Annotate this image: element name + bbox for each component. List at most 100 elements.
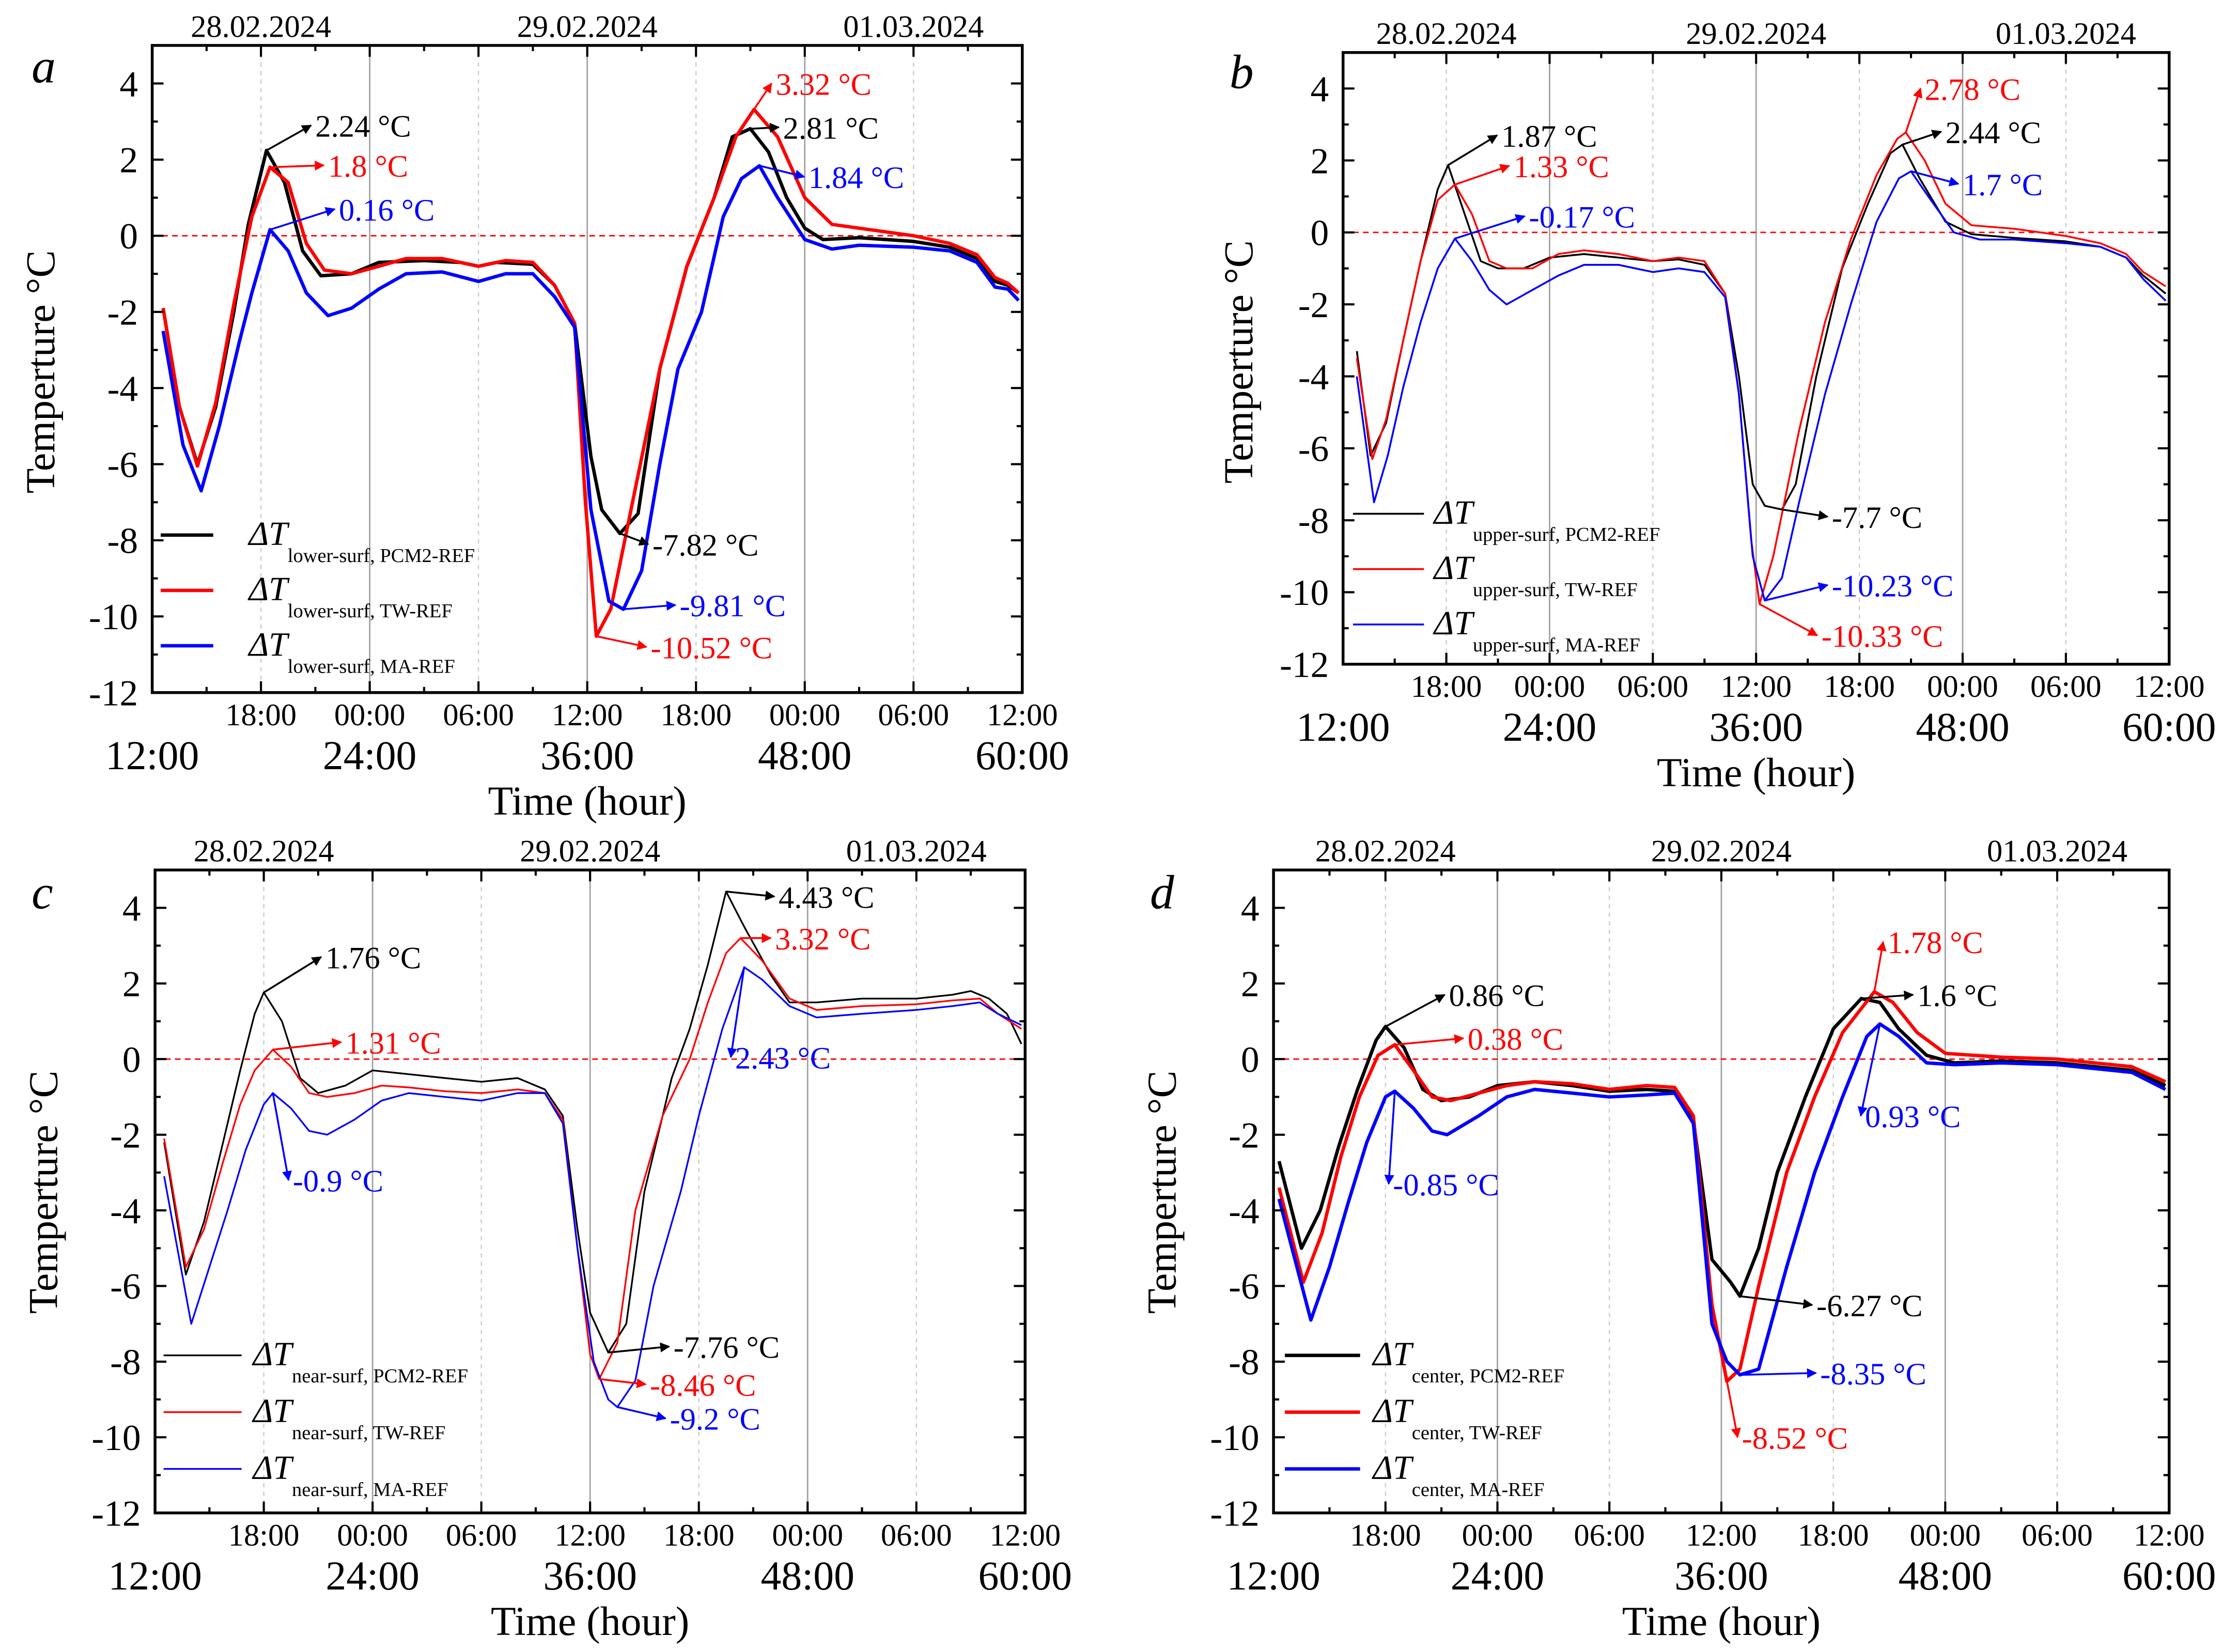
x-hour-tick-label: 48:00 bbox=[1916, 705, 2009, 750]
y-tick-label: -8 bbox=[1229, 1342, 1260, 1383]
x-hour-tick-label: 60:00 bbox=[2122, 1553, 2216, 1599]
panel-c: c 4 2 0 -2 -4 -6 -8 -10 -12 18:00 00:00 06:00 12:00 18… bbox=[21, 834, 1072, 1644]
annotation-arrow bbox=[750, 122, 780, 133]
x-hour-tick-label: 48:00 bbox=[761, 1553, 854, 1599]
x-hour-tick-label: 48:00 bbox=[1899, 1553, 1992, 1599]
x-clock-tick-label: 00:00 bbox=[769, 698, 841, 733]
y-tick-label: -12 bbox=[1280, 645, 1329, 685]
annotation-label: 0.16 °C bbox=[339, 193, 434, 228]
annotation-label: 2.24 °C bbox=[315, 110, 411, 144]
x-clock-tick-label: 18:00 bbox=[1411, 669, 1482, 704]
annotation-label: 2.43 °C bbox=[735, 1041, 831, 1076]
annotation-label: -9.2 °C bbox=[670, 1402, 760, 1437]
legend-symbol: ΔT bbox=[252, 1392, 294, 1430]
annotation-arrow bbox=[753, 83, 772, 110]
annotation-label: -10.23 °C bbox=[1832, 569, 1954, 604]
x-clock-tick-label: 12:00 bbox=[987, 698, 1058, 733]
y-tick-label: 4 bbox=[122, 888, 141, 929]
panel-b: b 4 2 0 -2 -4 -6 -8 -10 -12 18:00 00:00 06:00 12:00 18… bbox=[1216, 17, 2216, 796]
legend-entry: ΔTcenter, TW-REF bbox=[1371, 1392, 1542, 1444]
legend-entry: ΔTlower-surf, PCM2-REF bbox=[247, 515, 475, 567]
annotation-arrow bbox=[1910, 170, 1960, 186]
x-clock-tick-label: 06:00 bbox=[1574, 1518, 1645, 1553]
annotation-arrow bbox=[727, 967, 745, 1058]
annotation-arrow bbox=[623, 601, 677, 611]
annotation-arrow bbox=[759, 165, 805, 180]
annotation-label: -6.27 °C bbox=[1816, 1289, 1922, 1323]
legend-symbol: ΔT bbox=[252, 1335, 294, 1373]
legend-entry: ΔTupper-surf, MA-REF bbox=[1433, 604, 1640, 656]
x-hour-tick-label: 24:00 bbox=[1451, 1553, 1544, 1599]
legend-subscript: upper-surf, TW-REF bbox=[1473, 579, 1638, 601]
x-clock-tick-label: 00:00 bbox=[772, 1518, 843, 1553]
annotation-label: 1.87 °C bbox=[1501, 119, 1597, 154]
legend-subscript: center, PCM2-REF bbox=[1412, 1365, 1564, 1387]
x-hour-tick-label: 24:00 bbox=[323, 733, 416, 778]
x-clock-tick-label: 12:00 bbox=[554, 1518, 626, 1553]
date-label: 01.03.2024 bbox=[843, 9, 984, 44]
legend-subscript: upper-surf, MA-REF bbox=[1473, 634, 1640, 656]
annotation-arrow bbox=[1394, 1034, 1465, 1046]
annotation-label: 2.81 °C bbox=[783, 111, 879, 146]
y-tick-label: -2 bbox=[1298, 285, 1329, 325]
x-axis-title: Time (hour) bbox=[491, 1599, 689, 1644]
annotation-arrow bbox=[1739, 1295, 1813, 1309]
annotation-arrow bbox=[1739, 1368, 1817, 1378]
annotation-label: 3.32 °C bbox=[776, 68, 872, 102]
x-hour-tick-label: 36:00 bbox=[543, 1553, 636, 1599]
legend-symbol: ΔT bbox=[1371, 1392, 1414, 1430]
annotation-label: -7.7 °C bbox=[1832, 501, 1922, 535]
annotation-label: -10.52 °C bbox=[651, 631, 773, 665]
date-label: 28.02.2024 bbox=[194, 834, 334, 869]
y-tick-label: 4 bbox=[1311, 69, 1329, 110]
annotation-label: -8.46 °C bbox=[650, 1368, 756, 1403]
x-clock-tick-label: 06:00 bbox=[2030, 669, 2102, 704]
legend-symbol: ΔT bbox=[1433, 549, 1475, 587]
y-tick-label: -8 bbox=[110, 1342, 141, 1383]
y-tick-label: -6 bbox=[1229, 1266, 1260, 1307]
y-tick-label: 4 bbox=[119, 64, 138, 104]
y-tick-label: -4 bbox=[110, 1191, 141, 1232]
legend-subscript: center, TW-REF bbox=[1412, 1422, 1542, 1444]
x-hour-tick-label: 12:00 bbox=[105, 733, 199, 778]
legend-entry: ΔTlower-surf, MA-REF bbox=[247, 626, 455, 677]
x-clock-tick-label: 12:00 bbox=[552, 698, 623, 733]
y-tick-label: -12 bbox=[1210, 1493, 1259, 1534]
x-hour-tick-label: 36:00 bbox=[1709, 705, 1803, 750]
y-tick-label: -2 bbox=[1229, 1115, 1260, 1156]
annotation-label: 1.8 °C bbox=[328, 149, 408, 184]
y-tick-label: 0 bbox=[119, 216, 138, 257]
series-line-0 bbox=[1356, 144, 2167, 511]
x-clock-tick-label: 12:00 bbox=[2134, 1518, 2205, 1553]
x-axis-title: Time (hour) bbox=[1622, 1599, 1821, 1644]
x-hour-tick-label: 36:00 bbox=[540, 733, 634, 778]
annotation-arrow bbox=[1726, 1381, 1741, 1439]
annotation-arrow bbox=[1454, 164, 1511, 185]
x-clock-tick-label: 06:00 bbox=[446, 1518, 517, 1553]
annotation-label: 2.44 °C bbox=[1946, 116, 2041, 150]
annotation-label: 0.93 °C bbox=[1865, 1100, 1961, 1134]
legend-entry: ΔTnear-surf, MA-REF bbox=[252, 1449, 448, 1501]
y-tick-label: 0 bbox=[1241, 1039, 1260, 1080]
y-tick-label: -4 bbox=[1298, 356, 1329, 397]
date-label: 28.02.2024 bbox=[1315, 834, 1456, 869]
annotation-label: 1.7 °C bbox=[1963, 168, 2043, 202]
annotation-arrow bbox=[1384, 1091, 1396, 1185]
y-tick-label: -10 bbox=[91, 1417, 141, 1458]
x-clock-tick-label: 00:00 bbox=[334, 698, 406, 733]
x-clock-tick-label: 18:00 bbox=[1798, 1518, 1869, 1553]
panel-d: d 4 2 0 -2 -4 -6 -8 -10 -12 18:00 00:00 06:00 12:00 18… bbox=[1140, 834, 2216, 1644]
panel-letter: b bbox=[1230, 45, 1254, 99]
date-label: 01.03.2024 bbox=[846, 834, 987, 869]
y-tick-label: 2 bbox=[1241, 964, 1260, 1005]
series-line-1 bbox=[1277, 990, 2166, 1383]
x-clock-tick-label: 18:00 bbox=[1350, 1518, 1421, 1553]
legend-entry: ΔTupper-surf, PCM2-REF bbox=[1433, 494, 1660, 546]
y-tick-label: -12 bbox=[91, 1493, 141, 1534]
annotation-arrow bbox=[599, 1378, 647, 1389]
legend-subscript: lower-surf, TW-REF bbox=[288, 600, 453, 622]
x-clock-tick-label: 00:00 bbox=[1514, 669, 1586, 704]
series-line-1 bbox=[161, 107, 1020, 638]
x-hour-tick-label: 12:00 bbox=[1226, 1553, 1320, 1599]
y-tick-label: 4 bbox=[1241, 888, 1260, 929]
